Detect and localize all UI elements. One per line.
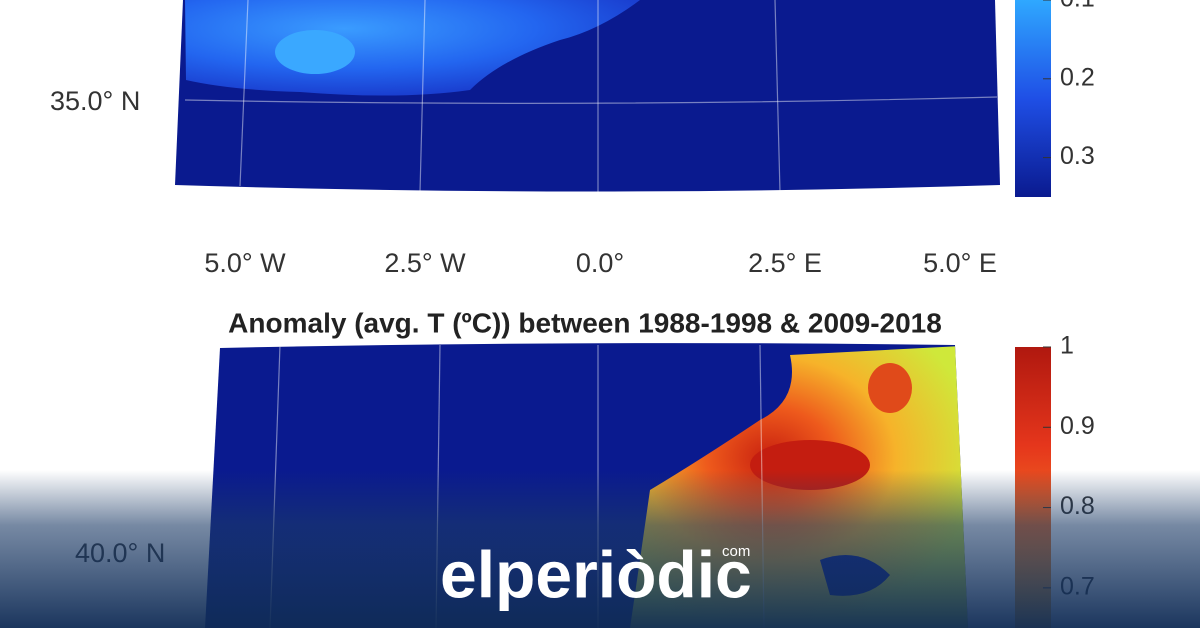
longitude-label: 2.5° E [748, 248, 822, 278]
longitude-label: 2.5° W [384, 248, 466, 278]
longitude-label: 5.0° E [923, 248, 997, 278]
colorbar-label: 0.2 [1060, 63, 1095, 91]
longitude-label: 5.0° W [204, 248, 286, 278]
colorbar-label: 0.9 [1060, 412, 1095, 440]
logo-suffix: com [722, 543, 750, 560]
hotspot [275, 30, 355, 74]
longitude-label: 0.0° [576, 248, 624, 278]
colorbar-label: 0.3 [1060, 142, 1095, 170]
overlay [0, 470, 1200, 628]
map-title: Anomaly (avg. T (ºC)) between 1988-1998 … [228, 307, 942, 338]
graticule [184, 0, 998, 194]
latitude-label: 35.0° N [50, 86, 140, 116]
hotspot [868, 363, 912, 413]
logo: elperiòdic [440, 537, 752, 611]
colorbar-label: 1 [1060, 332, 1074, 360]
colorbar-label: 0.1 [1060, 0, 1095, 13]
colorbar [1015, 0, 1051, 197]
